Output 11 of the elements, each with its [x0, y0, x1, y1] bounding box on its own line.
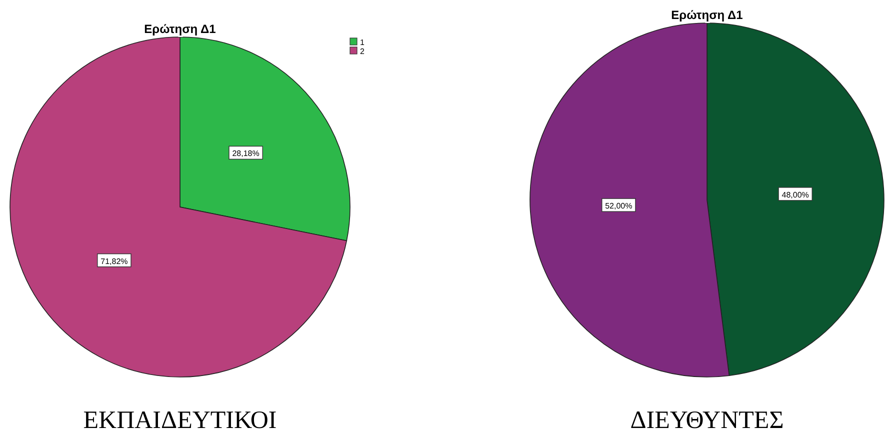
- text: ΔΙΕΥΘΥΝΤΕΣ: [630, 407, 784, 433]
- legend-label: 2: [360, 47, 365, 56]
- legend-label: 1: [360, 38, 365, 47]
- chart-title: Ερώτηση Δ1: [671, 8, 744, 22]
- data-label: 52,00%: [605, 202, 632, 211]
- pie-slice: [10, 36, 348, 378]
- chart-title: Ερώτηση Δ1: [144, 22, 216, 36]
- data-label: 28,18%: [232, 149, 260, 158]
- text: ΕΚΠΑΙΔΕΥΤΙΚΟΙ: [83, 407, 277, 433]
- data-label: 48,00%: [782, 190, 809, 200]
- data-label: 71,82%: [100, 256, 128, 266]
